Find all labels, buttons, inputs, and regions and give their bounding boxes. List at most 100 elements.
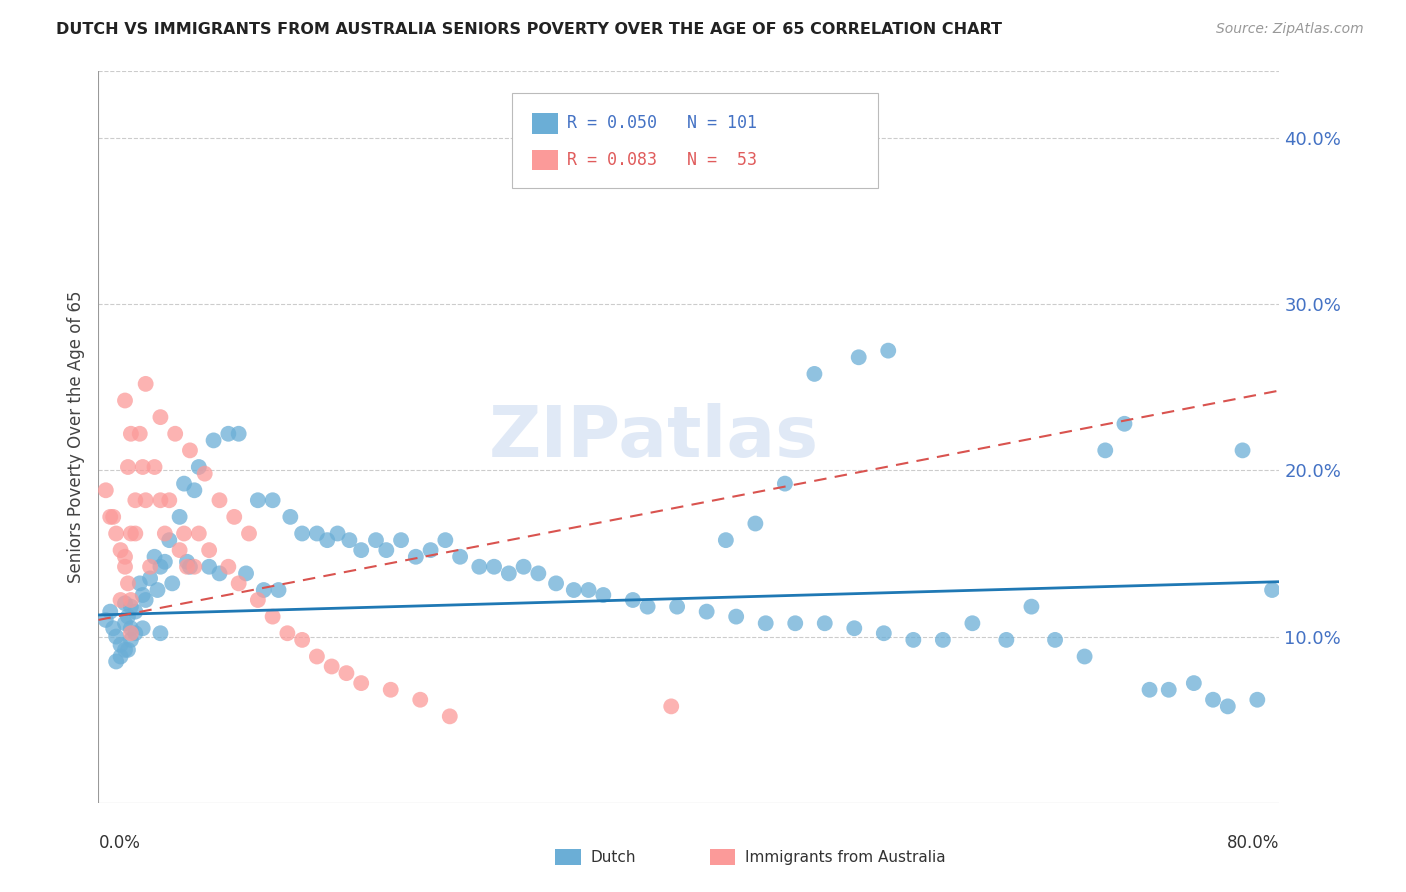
- Point: [305, 526, 328, 541]
- Point: [120, 632, 142, 647]
- Point: [176, 555, 198, 569]
- Point: [187, 526, 209, 541]
- Text: R = 0.050   N = 101: R = 0.050 N = 101: [567, 114, 758, 132]
- Point: [114, 596, 136, 610]
- Point: [179, 559, 201, 574]
- Point: [246, 593, 269, 607]
- Point: [305, 649, 328, 664]
- Point: [527, 566, 550, 581]
- Point: [246, 493, 269, 508]
- Point: [389, 533, 412, 548]
- Point: [1216, 699, 1239, 714]
- Point: [803, 367, 825, 381]
- Point: [176, 559, 198, 574]
- Point: [110, 593, 132, 607]
- Point: [110, 649, 132, 664]
- Point: [128, 576, 150, 591]
- Point: [1246, 692, 1268, 706]
- Point: [124, 626, 146, 640]
- Point: [202, 434, 225, 448]
- Point: [375, 543, 398, 558]
- Point: [173, 526, 195, 541]
- Point: [162, 576, 183, 591]
- Point: [546, 576, 568, 591]
- Point: [135, 493, 157, 508]
- Point: [208, 566, 231, 581]
- Point: [714, 533, 737, 548]
- Point: [321, 659, 343, 673]
- Point: [1182, 676, 1205, 690]
- Point: [157, 533, 180, 548]
- Text: DUTCH VS IMMIGRANTS FROM AUSTRALIA SENIORS POVERTY OVER THE AGE OF 65 CORRELATIO: DUTCH VS IMMIGRANTS FROM AUSTRALIA SENIO…: [56, 22, 1002, 37]
- Point: [267, 582, 290, 597]
- Point: [114, 643, 136, 657]
- Point: [364, 533, 387, 548]
- Point: [877, 343, 900, 358]
- Point: [1139, 682, 1161, 697]
- Point: [339, 533, 360, 548]
- Point: [932, 632, 955, 647]
- Point: [198, 559, 221, 574]
- Point: [124, 493, 146, 508]
- Point: [1021, 599, 1043, 614]
- Point: [149, 493, 172, 508]
- Point: [169, 543, 191, 558]
- Point: [434, 533, 457, 548]
- Point: [103, 509, 125, 524]
- Y-axis label: Seniors Poverty Over the Age of 65: Seniors Poverty Over the Age of 65: [66, 291, 84, 583]
- Point: [120, 626, 142, 640]
- Point: [183, 559, 205, 574]
- Point: [153, 555, 176, 569]
- Point: [291, 526, 314, 541]
- Point: [637, 599, 659, 614]
- Point: [169, 509, 191, 524]
- Point: [217, 426, 239, 441]
- Point: [128, 426, 150, 441]
- Point: [291, 632, 314, 647]
- Point: [114, 559, 136, 574]
- FancyBboxPatch shape: [512, 94, 877, 188]
- Point: [848, 351, 870, 365]
- Point: [1114, 417, 1136, 431]
- Point: [139, 571, 162, 585]
- Point: [114, 549, 136, 564]
- Text: Dutch: Dutch: [591, 850, 636, 864]
- Point: [198, 543, 221, 558]
- Point: [1094, 443, 1116, 458]
- Point: [143, 460, 166, 475]
- Point: [139, 559, 162, 574]
- Point: [149, 410, 172, 425]
- Point: [1157, 682, 1180, 697]
- Point: [135, 593, 157, 607]
- Point: [409, 692, 432, 706]
- Point: [120, 621, 142, 635]
- Point: [1043, 632, 1066, 647]
- Point: [659, 699, 682, 714]
- Text: R = 0.083   N =  53: R = 0.083 N = 53: [567, 151, 758, 169]
- Text: Source: ZipAtlas.com: Source: ZipAtlas.com: [1216, 22, 1364, 37]
- Point: [217, 559, 239, 574]
- Point: [228, 426, 250, 441]
- Text: Immigrants from Australia: Immigrants from Australia: [745, 850, 946, 864]
- Point: [143, 549, 166, 564]
- Point: [117, 576, 139, 591]
- Point: [110, 543, 132, 558]
- Point: [228, 576, 250, 591]
- Point: [262, 609, 284, 624]
- Point: [785, 616, 807, 631]
- Point: [350, 543, 373, 558]
- Point: [773, 476, 796, 491]
- Point: [165, 426, 187, 441]
- Point: [105, 526, 128, 541]
- Point: [120, 526, 142, 541]
- Point: [316, 533, 339, 548]
- Point: [666, 599, 689, 614]
- Point: [153, 526, 176, 541]
- Point: [117, 643, 139, 657]
- Point: [419, 543, 441, 558]
- Text: 80.0%: 80.0%: [1227, 834, 1279, 852]
- Point: [995, 632, 1018, 647]
- Point: [120, 593, 142, 607]
- Point: [696, 605, 718, 619]
- Point: [114, 616, 136, 631]
